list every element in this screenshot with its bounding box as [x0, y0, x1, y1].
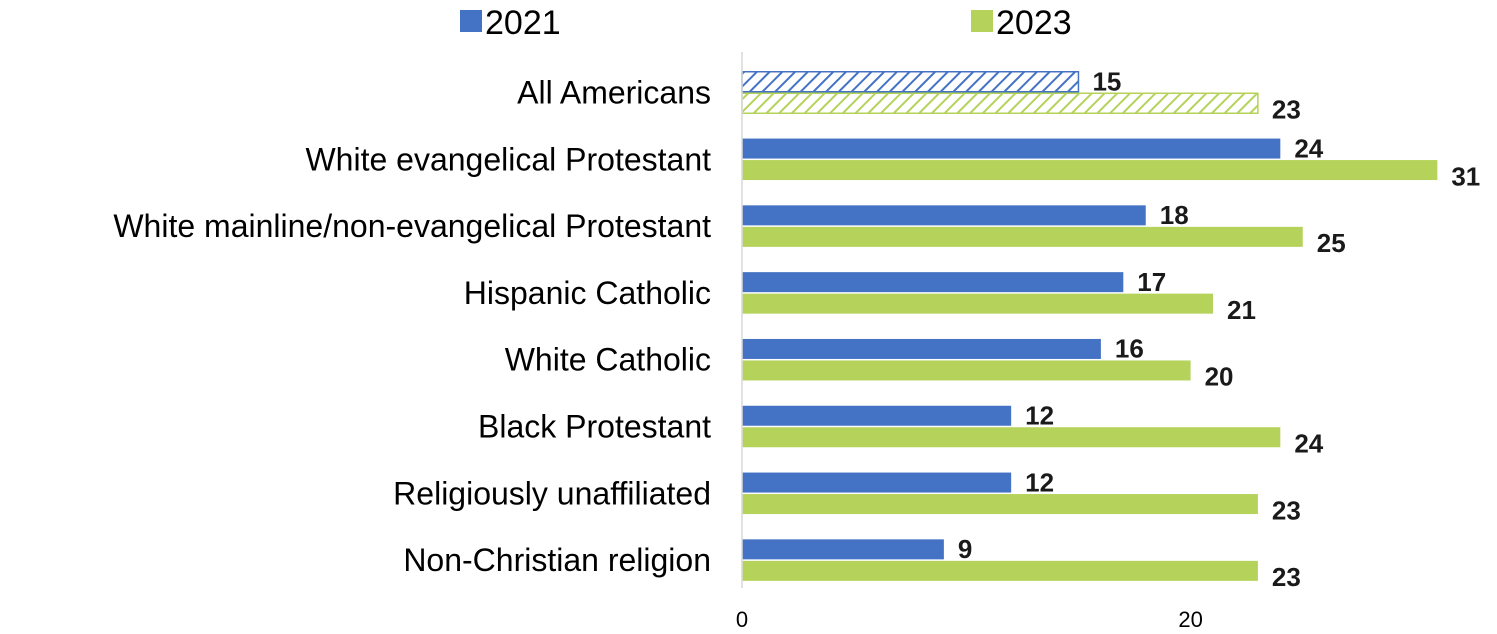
- bar-2023-religiously-unaffiliated: [742, 494, 1258, 515]
- category-label-white-evangelical-protestant: White evangelical Protestant: [305, 141, 711, 177]
- x-tick-label-20: 20: [1178, 607, 1202, 632]
- bar-2021-white-mainline-non-evangelical-protestant: [742, 205, 1146, 226]
- bar-2023-non-christian-religion: [742, 560, 1258, 581]
- category-label-white-catholic: White Catholic: [505, 342, 711, 378]
- legend-label-2021: 2021: [485, 4, 561, 42]
- category-label-white-mainline-non-evangelical-protestant: White mainline/non-evangelical Protestan…: [113, 208, 711, 244]
- category-label-non-christian-religion: Non-Christian religion: [403, 542, 711, 578]
- legend-label-2023: 2023: [996, 4, 1072, 42]
- value-label-2023-white-mainline-non-evangelical-protestant: 25: [1317, 228, 1346, 258]
- value-label-2023-all-americans: 23: [1272, 95, 1301, 125]
- legend-swatch-2023: [971, 10, 993, 32]
- value-label-2021-non-christian-religion: 9: [958, 534, 972, 564]
- legend: 2021 2023: [460, 4, 1072, 42]
- x-tick-label-0: 0: [736, 607, 748, 632]
- value-label-2021-white-catholic: 16: [1115, 334, 1144, 364]
- bar-2021-white-evangelical-protestant: [742, 138, 1281, 159]
- bar-2023-all-americans: [741, 92, 1259, 114]
- value-label-2021-black-protestant: 12: [1025, 401, 1054, 431]
- category-label-hispanic-catholic: Hispanic Catholic: [464, 275, 711, 311]
- category-labels: All Americans White evangelical Protestan…: [113, 75, 711, 579]
- category-label-all-americans: All Americans: [517, 75, 711, 111]
- value-label-2023-black-protestant: 24: [1294, 429, 1323, 459]
- bar-2021-hispanic-catholic: [742, 272, 1124, 293]
- value-label-2023-hispanic-catholic: 21: [1227, 295, 1256, 325]
- value-label-2021-hispanic-catholic: 17: [1137, 267, 1166, 297]
- bar-2023-white-evangelical-protestant: [742, 160, 1438, 181]
- legend-swatch-2021: [460, 10, 482, 32]
- value-labels: 15 23 24 31 18 25 17 21 16 20 12 24 12 23 9 23: [958, 67, 1480, 593]
- value-label-2021-religiously-unaffiliated: 12: [1025, 467, 1054, 497]
- category-label-black-protestant: Black Protestant: [478, 409, 711, 445]
- value-label-2021-all-americans: 15: [1092, 67, 1121, 97]
- bar-2021-black-protestant: [742, 405, 1012, 426]
- bar-2021-all-americans: [741, 71, 1080, 93]
- x-axis-ticks: 0 20: [736, 607, 1203, 632]
- value-label-2021-white-mainline-non-evangelical-protestant: 18: [1160, 200, 1189, 230]
- value-label-2023-white-catholic: 20: [1205, 362, 1234, 392]
- bars: [741, 71, 1438, 581]
- value-label-2023-religiously-unaffiliated: 23: [1272, 495, 1301, 525]
- bar-2023-white-catholic: [742, 360, 1191, 381]
- bar-2023-black-protestant: [742, 427, 1281, 448]
- bar-2023-hispanic-catholic: [742, 293, 1214, 314]
- bar-2023-white-mainline-non-evangelical-protestant: [742, 226, 1303, 247]
- category-label-religiously-unaffiliated: Religiously unaffiliated: [393, 475, 711, 511]
- value-label-2021-white-evangelical-protestant: 24: [1294, 133, 1323, 163]
- value-label-2023-non-christian-religion: 23: [1272, 562, 1301, 592]
- bar-2021-white-catholic: [742, 338, 1101, 359]
- value-label-2023-white-evangelical-protestant: 31: [1451, 161, 1480, 191]
- bar-2021-non-christian-religion: [742, 539, 944, 560]
- bar-2021-religiously-unaffiliated: [742, 472, 1012, 493]
